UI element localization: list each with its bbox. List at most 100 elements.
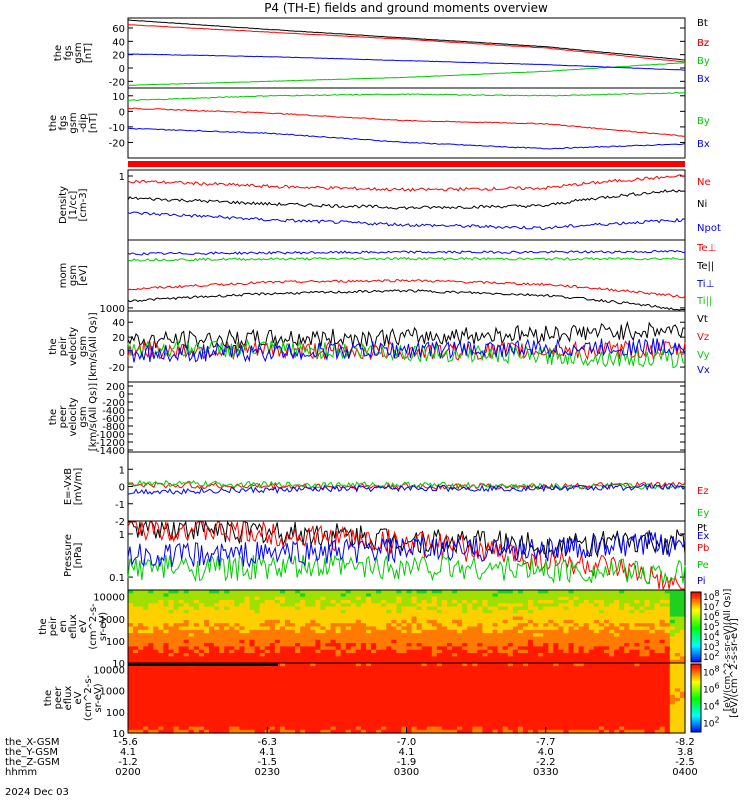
heatmap-cell [365, 707, 372, 712]
heatmap-cell [426, 636, 433, 641]
heatmap-cell [664, 729, 671, 734]
heatmap-cell [431, 701, 438, 705]
heatmap-cell [609, 694, 615, 699]
heatmap-cell [482, 682, 489, 686]
heatmap-cell [538, 639, 544, 644]
heatmap-cell [320, 613, 327, 618]
heatmap-cell [644, 603, 651, 608]
heatmap-cell [350, 723, 357, 728]
heatmap-cell [533, 639, 539, 644]
heatmap-cell [330, 623, 337, 628]
heatmap-cell [482, 663, 489, 667]
heatmap-cell [578, 653, 585, 657]
heatmap-cell [376, 609, 382, 614]
heatmap-cell [305, 646, 311, 651]
heatmap-cell [229, 636, 235, 641]
heatmap-cell [512, 659, 519, 664]
heatmap-cell [563, 599, 570, 604]
panel-ylabel: E=-VxB[mV/m] [63, 468, 84, 506]
heatmap-cell [198, 720, 205, 725]
heatmap-cell [401, 619, 408, 624]
heatmap-cell [634, 619, 641, 624]
heatmap-cell [254, 623, 261, 628]
heatmap-cell [279, 593, 286, 598]
heatmap-cell [649, 675, 656, 680]
heatmap-cell [320, 629, 327, 634]
heatmap-cell [209, 691, 215, 696]
legend-entry: Ni [697, 199, 707, 210]
legend-entry: Bt [697, 18, 708, 29]
heatmap-cell [350, 646, 357, 651]
heatmap-cell [335, 720, 342, 725]
heatmap-cell [472, 704, 478, 709]
heatmap-cell [259, 669, 266, 674]
heatmap-cell [183, 623, 190, 628]
heatmap-cell [426, 688, 433, 693]
heatmap-cell [310, 599, 316, 604]
heatmap-cell [188, 636, 195, 641]
heatmap-cell [492, 596, 499, 601]
heatmap-cell [472, 633, 478, 638]
heatmap-cell [614, 646, 620, 651]
heatmap-cell [365, 669, 372, 674]
heatmap-cell [492, 606, 499, 611]
heatmap-cell [193, 623, 200, 628]
heatmap-cell [254, 710, 261, 715]
heatmap-cell [426, 672, 433, 677]
heatmap-cell [315, 682, 322, 686]
heatmap-cell [300, 619, 306, 624]
heatmap-cell [517, 609, 524, 614]
heatmap-cell [578, 643, 585, 648]
heatmap-cell [335, 649, 342, 654]
heatmap-cell [178, 639, 185, 644]
heatmap-cell [371, 646, 377, 651]
heatmap-cell [441, 710, 448, 715]
heatmap-cell [168, 717, 175, 721]
heatmap-cell [447, 636, 453, 641]
heatmap-cell [548, 603, 554, 608]
heatmap-cell [269, 653, 276, 657]
heatmap-cell [254, 590, 261, 594]
heatmap-cell [239, 710, 246, 715]
heatmap-cell [477, 726, 484, 731]
heatmap-cell [143, 726, 149, 731]
heatmap-cell [214, 688, 220, 693]
heatmap-cell [244, 659, 251, 664]
heatmap-cell [411, 590, 418, 594]
heatmap-cell [376, 643, 382, 648]
heatmap-cell [447, 599, 453, 604]
heatmap-cell [133, 599, 139, 604]
heatmap-cell [244, 701, 251, 705]
heatmap-cell [452, 599, 458, 604]
heatmap-cell [568, 596, 575, 601]
heatmap-cell [416, 596, 423, 601]
heatmap-cell [320, 688, 327, 693]
heatmap-cell [376, 698, 382, 702]
heatmap-cell [614, 663, 620, 667]
heatmap-cell [239, 675, 246, 680]
heatmap-cell [249, 629, 256, 634]
heatmap-cell [426, 599, 433, 604]
heatmap-cell [193, 701, 200, 705]
heatmap-cell [538, 685, 544, 690]
heatmap-cell [224, 616, 230, 621]
heatmap-cell [431, 710, 438, 715]
heatmap-cell [487, 623, 494, 628]
heatmap-cell [355, 646, 362, 651]
heatmap-cell [543, 593, 549, 598]
heatmap-cell [269, 603, 276, 608]
ytick-label: -2 [115, 517, 125, 528]
heatmap-cell [345, 590, 352, 594]
heatmap-cell [512, 710, 519, 715]
heatmap-cell [234, 726, 240, 731]
heatmap-cell [214, 609, 220, 614]
legend-entry: Te|| [696, 261, 714, 272]
heatmap-cell [421, 723, 428, 728]
heatmap-cell [229, 669, 235, 674]
heatmap-cell [279, 720, 286, 725]
heatmap-cell [629, 609, 635, 614]
heatmap-cell [249, 639, 256, 644]
heatmap-cell [203, 685, 210, 690]
heatmap-cell [360, 619, 367, 624]
heatmap-cell [381, 599, 387, 604]
